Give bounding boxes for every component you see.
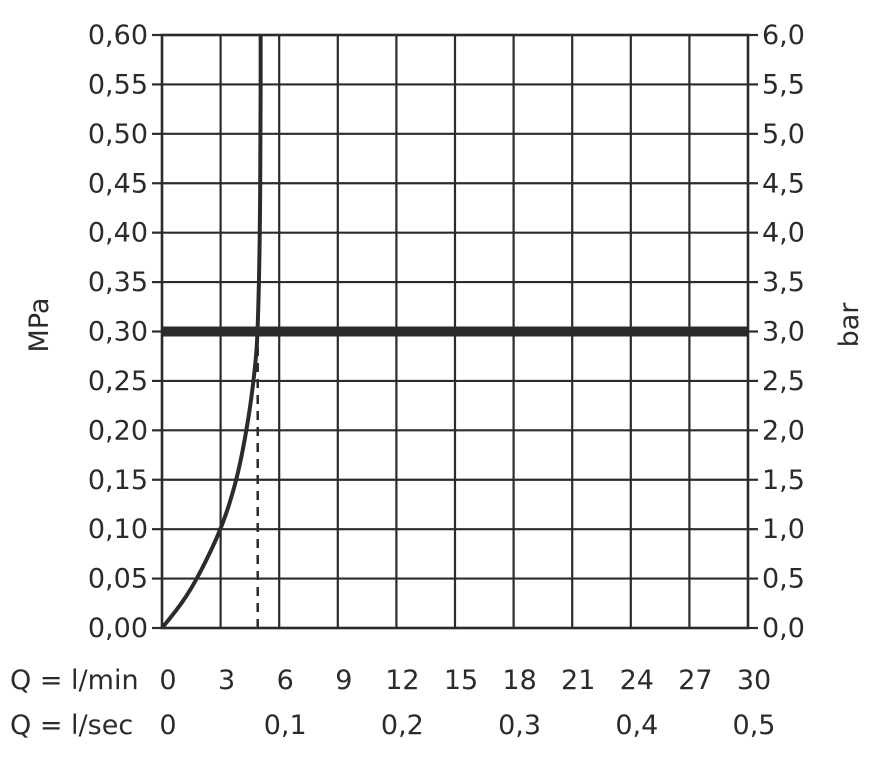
y-left-tick-label: 0,55 (88, 69, 148, 100)
x-tick-label-lmin: 18 (502, 665, 536, 696)
x-tick-label-lmin: 30 (737, 665, 771, 696)
x-axis-row1-label: Q = l/min (10, 665, 139, 696)
y-axis-title-right: bar (834, 302, 865, 348)
x-tick-label-lmin: 21 (561, 665, 595, 696)
y-right-tick-label: 3,0 (762, 317, 805, 348)
y-right-tick-label: 0,0 (762, 613, 805, 644)
x-tick-label-lsec: 0,1 (264, 710, 307, 741)
y-right-tick-label: 2,5 (762, 366, 805, 397)
y-left-tick-label: 0,05 (88, 564, 148, 595)
y-right-tick-label: 1,0 (762, 514, 805, 545)
y-left-tick-label: 0,45 (88, 168, 148, 199)
x-tick-label-lmin: 15 (444, 665, 478, 696)
y-left-tick-label: 0,15 (88, 465, 148, 496)
series-layer (160, 35, 263, 630)
y-left-tick-label: 0,00 (88, 613, 148, 644)
flow-curve (160, 35, 263, 630)
y-left-tick-label: 0,25 (88, 366, 148, 397)
y-left-tick-label: 0,40 (88, 218, 148, 249)
y-right-tick-label: 3,5 (762, 267, 805, 298)
x-tick-label-lmin: 9 (335, 665, 352, 696)
y-right-tick-label: 2,0 (762, 415, 805, 446)
y-right-tick-label: 5,5 (762, 69, 805, 100)
y-right-tick-label: 1,5 (762, 465, 805, 496)
y-left-tick-label: 0,35 (88, 267, 148, 298)
y-right-tick-label: 4,5 (762, 168, 805, 199)
x-tick-label-lmin: 6 (277, 665, 294, 696)
y-left-tick-label: 0,30 (88, 317, 148, 348)
y-left-tick-label: 0,60 (88, 20, 148, 51)
y-left-tick-label: 0,20 (88, 415, 148, 446)
y-right-tick-label: 0,5 (762, 564, 805, 595)
x-tick-label-lsec: 0,4 (615, 710, 658, 741)
x-tick-label-lmin: 12 (385, 665, 419, 696)
y-left-tick-label: 0,10 (88, 514, 148, 545)
x-tick-label-lmin: 3 (218, 665, 235, 696)
y-right-tick-label: 4,0 (762, 218, 805, 249)
y-axis-title-left: MPa (24, 298, 55, 353)
y-right-tick-label: 6,0 (762, 20, 805, 51)
x-tick-label-lmin: 0 (159, 665, 176, 696)
plot-frame (160, 33, 750, 630)
plot-border (160, 33, 750, 630)
reference-lines (162, 326, 748, 628)
x-tick-label-lsec: 0,5 (733, 710, 776, 741)
x-tick-label-lsec: 0 (159, 710, 176, 741)
x-axis-row2-label: Q = l/sec (10, 710, 133, 741)
y-right-tick-label: 5,0 (762, 119, 805, 150)
y-left-tick-label: 0,50 (88, 119, 148, 150)
x-tick-label-lsec: 0,2 (381, 710, 424, 741)
x-tick-label-lsec: 0,3 (498, 710, 541, 741)
x-tick-label-lmin: 27 (678, 665, 712, 696)
tick-labels: 0,000,050,100,150,200,250,300,350,400,45… (88, 20, 805, 741)
x-tick-label-lmin: 24 (620, 665, 654, 696)
